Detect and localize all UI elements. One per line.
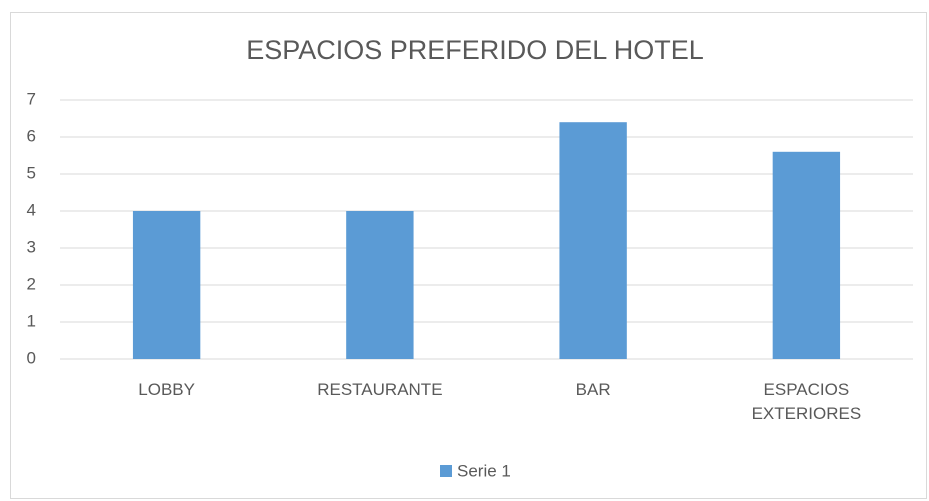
chart-title: ESPACIOS PREFERIDO DEL HOTEL [246,35,704,65]
y-tick-label: 7 [27,89,36,108]
legend-swatch [440,465,452,477]
y-tick-label: 2 [27,274,36,293]
y-tick-label: 0 [27,348,36,367]
bar [346,211,414,359]
y-tick-label: 6 [27,126,36,145]
x-tick-label: RESTAURANTE [317,380,443,399]
y-tick-label: 4 [27,200,36,219]
y-tick-label: 5 [27,163,36,182]
chart-frame [10,12,927,499]
y-tick-label: 1 [27,311,36,330]
bar [132,211,201,359]
y-tick-label: 3 [27,237,36,256]
x-tick-label: ESPACIOS EXTERIORES [751,380,862,423]
x-tick-label: BAR [575,380,611,399]
x-tick-label: LOBBY [138,380,195,399]
legend-label: Serie 1 [457,461,511,480]
bar [772,151,841,359]
bar [559,122,627,359]
